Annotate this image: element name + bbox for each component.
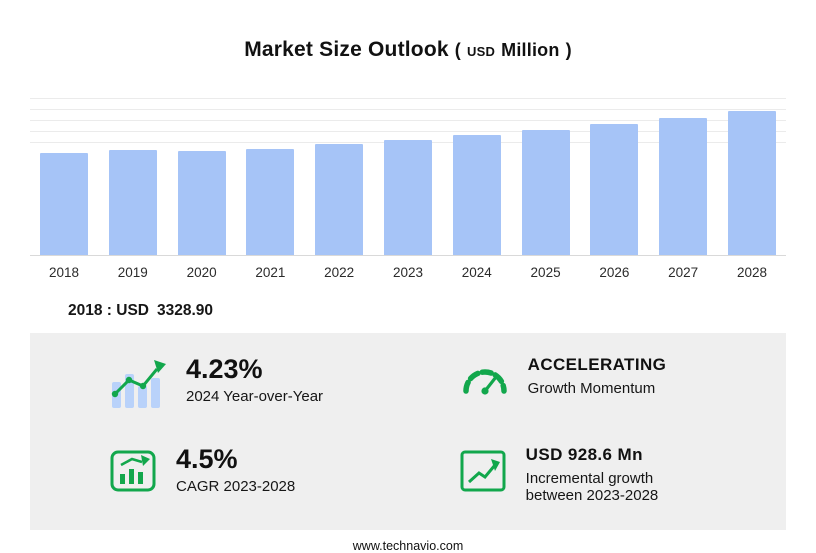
base-year-label: 2018 : USD (68, 302, 149, 319)
x-tick-2024: 2024 (461, 265, 492, 280)
stat-incremental-value: USD 928.6 Mn (525, 445, 643, 464)
bar-2028 (727, 111, 776, 255)
x-tick-2021: 2021 (255, 265, 286, 280)
stat-incremental-label: Incremental growth between 2023-2028 (525, 470, 659, 504)
x-tick-2023: 2023 (392, 265, 423, 280)
x-tick-2018: 2018 (48, 265, 80, 280)
stat-cagr: 4.5% CAGR 2023-2028 (110, 445, 460, 504)
stat-cagr-text: 4.5% CAGR 2023-2028 (176, 444, 296, 496)
bar-2020 (177, 151, 226, 255)
x-tick-2020: 2020 (186, 265, 217, 280)
bar-2019 (108, 149, 157, 255)
stat-incremental: USD 928.6 Mn Incremental growth between … (460, 445, 756, 504)
bar-2023 (383, 139, 432, 255)
bar-2021 (246, 148, 295, 255)
stat-cagr-label: CAGR 2023-2028 (176, 478, 296, 496)
base-year-value: 3328.90 (156, 302, 214, 319)
x-tick-2027: 2027 (668, 265, 699, 280)
x-tick-2028: 2028 (736, 265, 767, 280)
stat-yoy-text: 4.23% 2024 Year-over-Year (186, 354, 324, 406)
bar-2022 (315, 144, 364, 255)
chart-title: Market Size Outlook ( USD Million ) (30, 38, 786, 62)
stat-momentum: ACCELERATING Growth Momentum (460, 355, 756, 415)
bar-chart: 2018 2019 2020 2021 2022 2023 2024 2025 2026 2027… (30, 96, 786, 280)
speedometer-icon (460, 358, 510, 403)
stat-momentum-value: ACCELERATING (527, 355, 667, 374)
bar-2025 (521, 129, 570, 255)
website-url: www.technavio.com (352, 539, 464, 553)
x-tick-2025: 2025 (530, 265, 561, 280)
stat-yoy-label: 2024 Year-over-Year (186, 388, 324, 406)
bar-2027 (659, 118, 708, 255)
bar-2026 (590, 124, 639, 255)
chart-window-icon (110, 448, 158, 497)
stats-panel: 4.23% 2024 Year-over-Year ACCELERATING G… (30, 333, 786, 530)
step-growth-icon (460, 448, 508, 497)
stat-incremental-text: USD 928.6 Mn Incremental growth between … (526, 445, 711, 504)
bar-growth-icon (110, 358, 168, 415)
stat-cagr-value: 4.5% (176, 444, 238, 474)
page: Market Size Outlook ( USD Million ) 2018… (30, 38, 786, 553)
chart-title-unit-close: ) (565, 40, 572, 60)
stat-momentum-label: Growth Momentum (527, 380, 656, 397)
bar-plot (30, 96, 786, 256)
x-tick-2026: 2026 (599, 265, 630, 280)
x-tick-2022: 2022 (324, 265, 355, 280)
bar-2018 (40, 153, 88, 255)
chart-title-unit-currency: USD (467, 44, 496, 59)
x-tick-2019: 2019 (117, 265, 148, 280)
stat-momentum-text: ACCELERATING Growth Momentum (528, 355, 667, 397)
x-axis: 2018 2019 2020 2021 2022 2023 2024 2025 2026 2027… (30, 265, 786, 280)
base-year-annotation: 2018 : USD 3328.90 (68, 302, 786, 320)
chart-title-text: Market Size Outlook (244, 38, 449, 61)
chart-title-unit-scale: Million (501, 40, 560, 60)
chart-title-unit-open: ( (454, 40, 461, 60)
stat-yoy-value: 4.23% (186, 354, 263, 384)
bar-2024 (452, 134, 501, 255)
stat-yoy: 4.23% 2024 Year-over-Year (110, 355, 460, 415)
